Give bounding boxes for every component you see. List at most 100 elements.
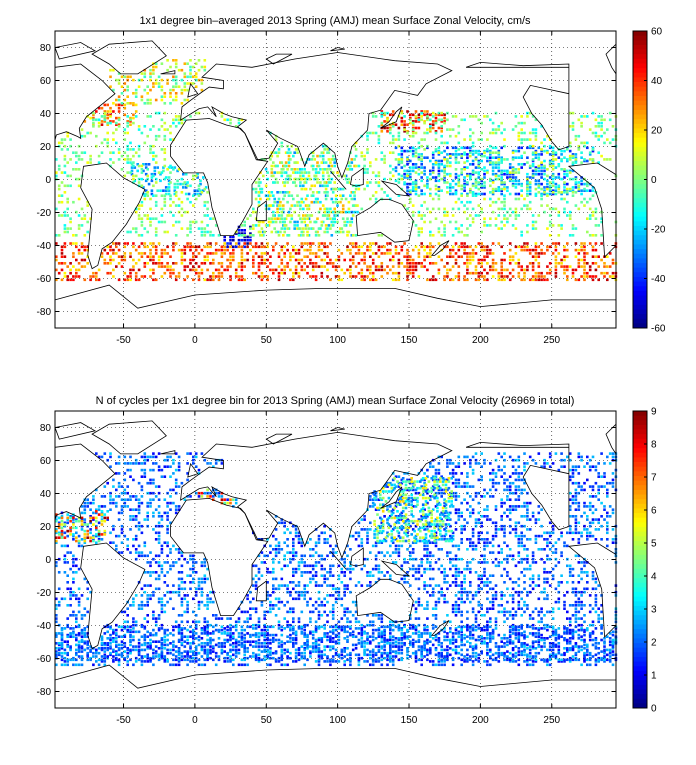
bin-cell: [149, 128, 152, 131]
bin-cell: [289, 178, 292, 181]
bin-cell: [75, 155, 78, 158]
bin-cell: [135, 538, 138, 541]
bin-cell: [383, 155, 386, 158]
bin-cell: [158, 541, 161, 544]
bin-cell: [58, 201, 61, 204]
bin-cell: [586, 142, 589, 145]
bin-cell: [95, 135, 98, 138]
bin-cell: [269, 255, 272, 258]
bin-cell: [258, 191, 261, 194]
bin-cell: [218, 279, 221, 282]
bin-cell: [158, 82, 161, 85]
bin-cell: [480, 185, 483, 188]
colorbar-segment: [633, 40, 647, 45]
bin-cell: [115, 142, 118, 145]
bin-cell: [555, 255, 558, 258]
bin-cell: [75, 571, 78, 574]
bin-cell: [455, 115, 458, 118]
bin-cell: [81, 128, 84, 131]
bin-cell: [138, 165, 141, 168]
bin-cell: [512, 128, 515, 131]
bin-cell: [281, 634, 284, 637]
bin-cell: [546, 227, 549, 230]
bin-cell: [432, 120, 435, 123]
bin-cell: [155, 456, 158, 459]
bin-cell: [169, 465, 172, 468]
bin-cell: [478, 181, 481, 184]
bin-cell: [606, 158, 609, 161]
bin-cell: [109, 498, 112, 501]
bin-cell: [64, 571, 67, 574]
bin-cell: [515, 262, 518, 265]
bin-cell: [118, 79, 121, 82]
bin-cell: [332, 158, 335, 161]
bin-cell: [269, 269, 272, 272]
bin-cell: [158, 614, 161, 617]
bin-cell: [515, 214, 518, 217]
bin-cell: [429, 262, 432, 265]
bin-cell: [301, 265, 304, 268]
bin-cell: [138, 208, 141, 211]
bin-cell: [583, 142, 586, 145]
bin-cell: [192, 204, 195, 207]
bin-cell: [295, 259, 298, 262]
bin-cell: [452, 246, 455, 249]
bin-cell: [446, 112, 449, 115]
bin-cell: [526, 178, 529, 181]
bin-cell: [64, 242, 67, 245]
colorbar-segment: [633, 91, 647, 96]
bin-cell: [515, 171, 518, 174]
bin-cell: [246, 217, 249, 220]
bin-cell: [124, 535, 127, 538]
bin-cell: [318, 191, 321, 194]
bin-cell: [115, 242, 118, 245]
bin-cell: [226, 259, 229, 262]
bin-cell: [389, 132, 392, 135]
bin-cell: [285, 161, 288, 164]
bin-cell: [535, 272, 538, 275]
bin-cell: [540, 252, 543, 255]
bin-cell: [189, 224, 192, 227]
bin-cell: [366, 171, 369, 174]
bin-cell: [415, 166, 418, 169]
bin-cell: [121, 255, 124, 258]
bin-cell: [118, 95, 121, 98]
bin-cell: [155, 194, 158, 197]
bin-cell: [409, 147, 412, 150]
bin-cell: [158, 498, 161, 501]
bin-cell: [198, 621, 201, 624]
bin-cell: [552, 191, 555, 194]
bin-cell: [515, 115, 518, 118]
bin-cell: [289, 252, 292, 255]
colorbar-segment: [633, 166, 647, 171]
bin-cell: [141, 456, 144, 459]
bin-cell: [492, 262, 495, 265]
bin-cell: [184, 269, 187, 272]
bin-cell: [560, 227, 563, 230]
bin-cell: [383, 191, 386, 194]
bin-cell: [540, 198, 543, 201]
bin-cell: [469, 191, 472, 194]
bin-cell: [406, 272, 409, 275]
bin-cell: [538, 262, 541, 265]
bin-cell: [81, 265, 84, 268]
bin-cell: [118, 518, 121, 521]
bin-cell: [241, 664, 244, 667]
bin-cell: [226, 246, 229, 249]
bin-cell: [423, 122, 426, 125]
bin-cell: [319, 185, 322, 188]
bin-cell: [443, 142, 446, 145]
bin-cell: [523, 204, 526, 207]
bin-cell: [569, 171, 572, 174]
bin-cell: [420, 214, 423, 217]
bin-cell: [449, 193, 452, 196]
bin-cell: [580, 275, 583, 278]
bin-cell: [204, 279, 207, 282]
bin-cell: [352, 275, 355, 278]
bin-cell: [152, 479, 155, 482]
bin-cell: [378, 181, 381, 184]
bin-cell: [186, 479, 189, 482]
bin-cell: [249, 601, 252, 604]
bin-cell: [241, 246, 244, 249]
bin-cell: [223, 252, 226, 255]
